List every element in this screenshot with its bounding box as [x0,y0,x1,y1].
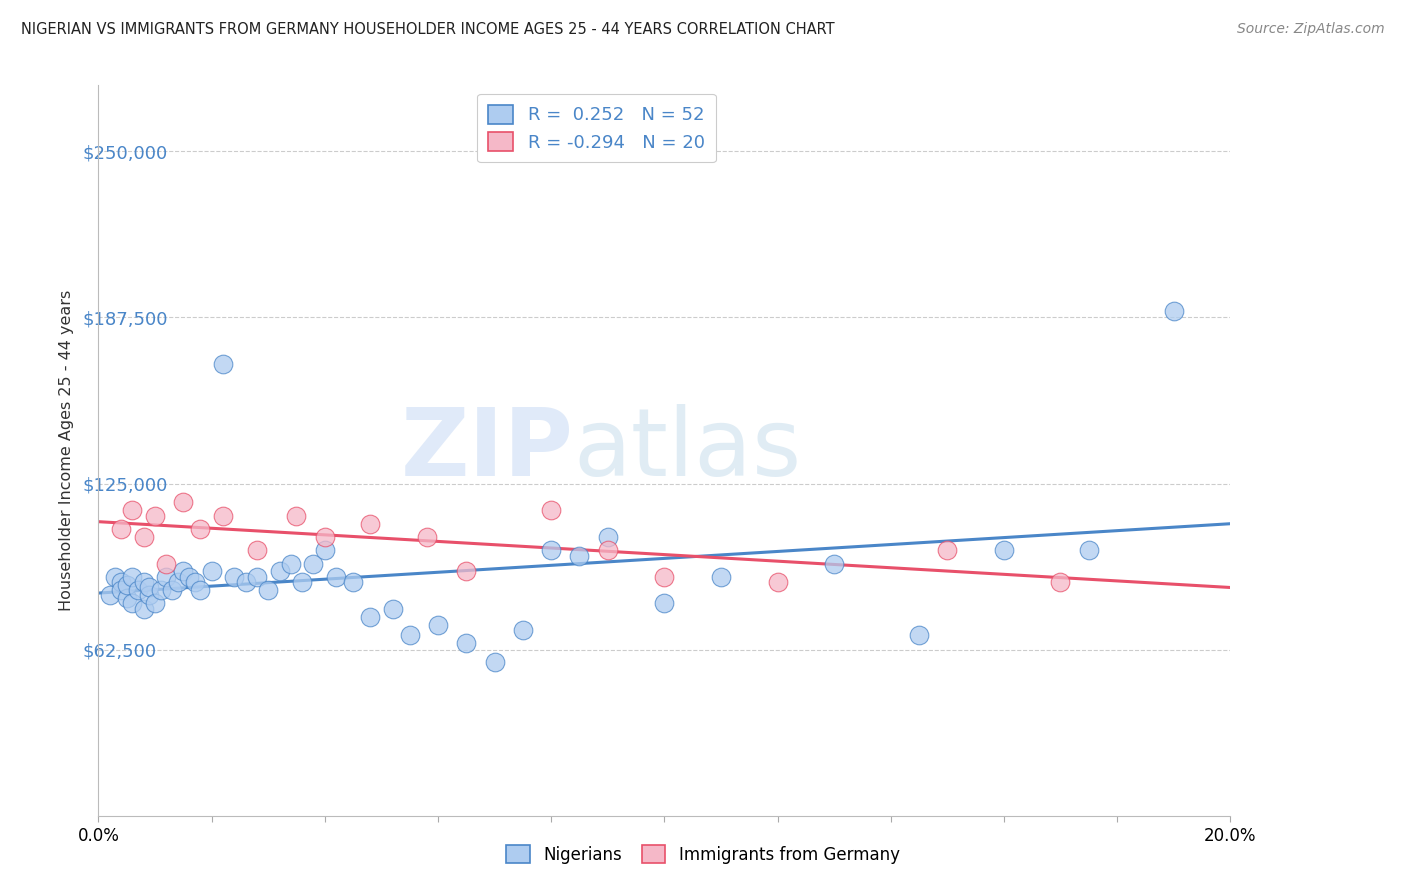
Point [143,508,166,523]
Point [1163,303,1185,318]
Point [596,530,619,544]
Point [381,601,404,615]
Point [132,530,155,544]
Text: ZIP: ZIP [401,404,574,497]
Point [235,575,257,590]
Point [908,628,931,642]
Point [291,575,314,590]
Text: Source: ZipAtlas.com: Source: ZipAtlas.com [1237,22,1385,37]
Point [132,575,155,590]
Text: atlas: atlas [574,404,801,497]
Point [212,357,235,371]
Point [540,503,562,517]
Point [172,495,194,509]
Point [138,581,160,595]
Point [652,570,676,584]
Point [201,565,224,579]
Point [325,570,347,584]
Point [484,655,506,669]
Point [359,609,381,624]
Point [149,583,172,598]
Point [188,583,211,598]
Point [993,543,1015,558]
Point [314,530,336,544]
Point [110,522,132,536]
Point [285,508,308,523]
Point [212,508,235,523]
Point [121,503,143,517]
Point [936,543,959,558]
Point [540,543,562,558]
Legend: R =  0.252   N = 52, R = -0.294   N = 20: R = 0.252 N = 52, R = -0.294 N = 20 [477,94,716,162]
Point [342,575,364,590]
Point [456,636,478,650]
Point [177,570,200,584]
Point [172,565,194,579]
Point [512,623,534,637]
Point [143,596,166,610]
Point [415,530,437,544]
Point [456,565,478,579]
Point [110,575,132,590]
Point [121,596,143,610]
Point [110,583,132,598]
Point [138,589,160,603]
Point [121,570,143,584]
Y-axis label: Householder Income Ages 25 - 44 years: Householder Income Ages 25 - 44 years [59,290,75,611]
Point [257,583,280,598]
Point [427,617,450,632]
Point [246,570,269,584]
Point [596,543,619,558]
Point [302,557,325,571]
Point [1049,575,1071,590]
Point [155,557,177,571]
Point [823,557,845,571]
Point [98,589,121,603]
Point [166,575,188,590]
Text: NIGERIAN VS IMMIGRANTS FROM GERMANY HOUSEHOLDER INCOME AGES 25 - 44 YEARS CORREL: NIGERIAN VS IMMIGRANTS FROM GERMANY HOUS… [21,22,835,37]
Legend: Nigerians, Immigrants from Germany: Nigerians, Immigrants from Germany [499,838,907,871]
Point [155,570,177,584]
Point [766,575,789,590]
Point [269,565,291,579]
Point [160,583,183,598]
Point [359,516,381,531]
Point [652,596,676,610]
Point [314,543,336,558]
Point [246,543,269,558]
Point [710,570,733,584]
Point [224,570,246,584]
Point [568,549,591,563]
Point [104,570,127,584]
Point [115,591,138,605]
Point [183,575,205,590]
Point [127,583,149,598]
Point [132,601,155,615]
Point [115,578,138,592]
Point [398,628,420,642]
Point [188,522,211,536]
Point [1077,543,1099,558]
Point [280,557,302,571]
